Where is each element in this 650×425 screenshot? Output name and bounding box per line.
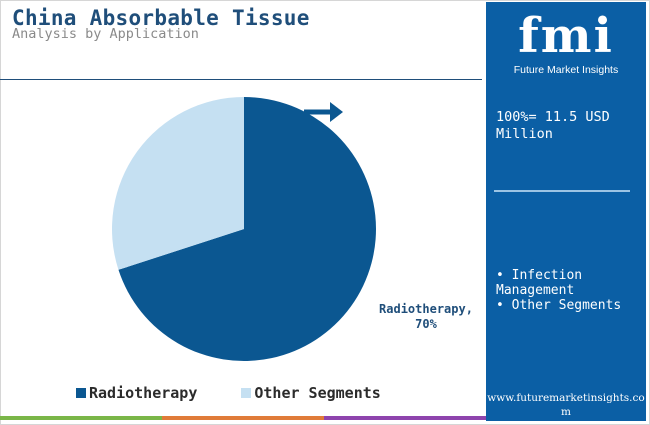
market-total: 100%= 11.5 USD Million [496,109,610,142]
fmi-logo: fmi Future Market Insights [486,2,646,82]
segment-list: • Infection Management • Other Segments [496,268,642,313]
bottom-color-bar [0,416,486,420]
legend-item-radiotherapy: Radiotherapy [76,384,197,402]
legend-label: Other Segments [254,384,381,402]
arrow-right-icon [304,102,343,122]
pie-chart: Radiotherapy, 70% [112,97,473,362]
side-panel: fmi Future Market Insights 100%= 11.5 US… [486,2,646,421]
pie-slice-other-segments [112,97,244,270]
panel-divider [494,190,630,192]
chart-subtitle: Analysis by Application [12,26,199,42]
legend-item-other-segments: Other Segments [241,384,381,402]
pie-slices [112,97,376,362]
segment-list-item: • Infection Management [496,268,583,298]
bottom-bar-orange [162,416,324,420]
legend-swatch [76,388,86,398]
bottom-bar-green [0,416,162,420]
logo-subtitle: Future Market Insights [513,64,619,76]
segment-list-item: • Other Segments [496,298,622,313]
website-link[interactable]: www.futuremarketinsights.com [487,392,645,418]
legend-swatch [241,388,252,398]
logo-text: fmi [518,8,614,64]
chart-legend: Radiotherapy Other Segments [76,384,381,402]
pie-slice-radiotherapy [118,97,376,362]
bottom-bar-purple [324,416,486,420]
chart-title: China Absorbable Tissue [12,6,310,30]
title-divider [0,79,482,80]
data-label-value: 70% [415,317,437,331]
legend-label: Radiotherapy [89,384,198,402]
data-label-name: Radiotherapy, [379,302,473,316]
